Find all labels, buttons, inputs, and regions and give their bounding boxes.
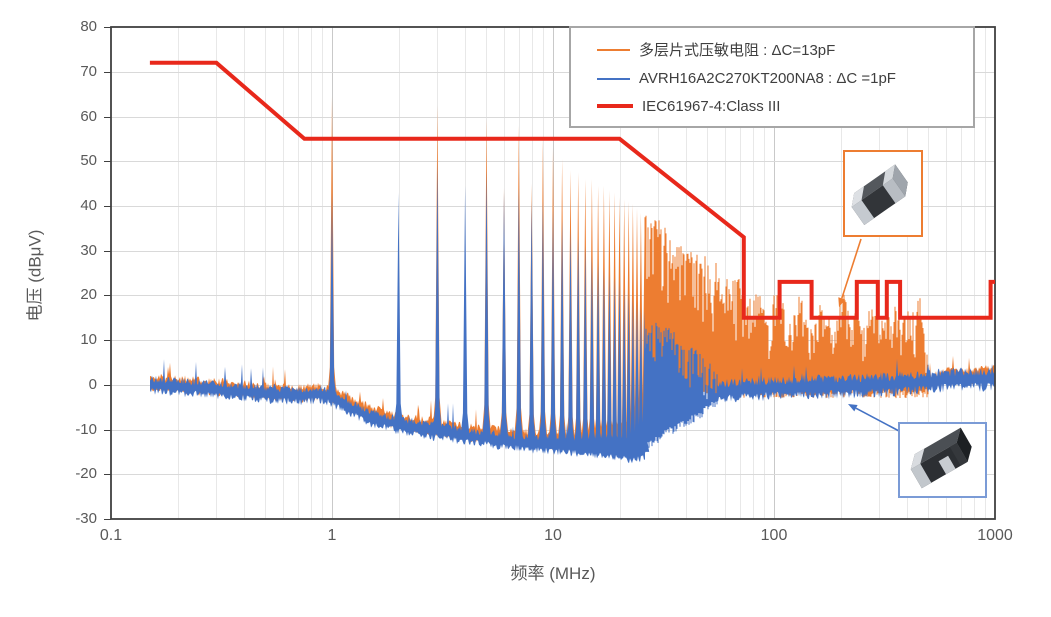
- legend: 多层片式压敏电阻 : ΔC=13pF AVRH16A2C270KT200NA8 …: [569, 26, 975, 128]
- legend-label: 多层片式压敏电阻 : ΔC=13pF: [639, 42, 836, 60]
- varistor-photo-frame: [843, 150, 923, 237]
- x-tick-label: 10: [544, 527, 562, 544]
- y-tick-label: -20: [75, 465, 97, 483]
- avrh-chip-image: [910, 427, 972, 489]
- legend-label: AVRH16A2C270KT200NA8 : ΔC =1pF: [639, 70, 896, 88]
- legend-item-varistor: 多层片式压敏电阻 : ΔC=13pF: [597, 39, 967, 60]
- x-tick-label: 0.1: [99, 527, 123, 544]
- legend-line-swatch-blue: [597, 77, 630, 80]
- legend-item-avrh: AVRH16A2C270KT200NA8 : ΔC =1pF: [597, 70, 967, 87]
- y-tick-label: 0: [88, 375, 97, 393]
- y-tick-label: -10: [75, 420, 97, 438]
- y-axis-title: 电压 (dBμV): [25, 229, 45, 322]
- y-tick-label: 20: [80, 286, 97, 304]
- varistor-chip-image: [851, 163, 908, 225]
- y-tick-label: 70: [80, 62, 97, 80]
- y-tick-label: 50: [80, 152, 97, 170]
- y-tick-label: 40: [80, 196, 97, 214]
- x-tick-label: 1: [327, 527, 337, 544]
- y-tick-label: 80: [80, 18, 97, 35]
- legend-label: IEC61967-4:Class III: [642, 97, 781, 115]
- x-tick-label: 100: [760, 527, 788, 544]
- legend-line-swatch-orange: [597, 48, 630, 51]
- y-tick-label: -30: [75, 510, 97, 527]
- y-tick-label: 10: [80, 331, 97, 349]
- avrh-photo-frame: [898, 422, 987, 498]
- legend-item-limit: IEC61967-4:Class III: [597, 98, 967, 115]
- legend-line-swatch-red: [597, 104, 633, 109]
- x-tick-label: 1000: [977, 527, 1013, 544]
- x-axis-title: 频率 (MHz): [510, 564, 596, 583]
- y-tick-label: 30: [80, 241, 97, 259]
- y-tick-label: 60: [80, 107, 97, 125]
